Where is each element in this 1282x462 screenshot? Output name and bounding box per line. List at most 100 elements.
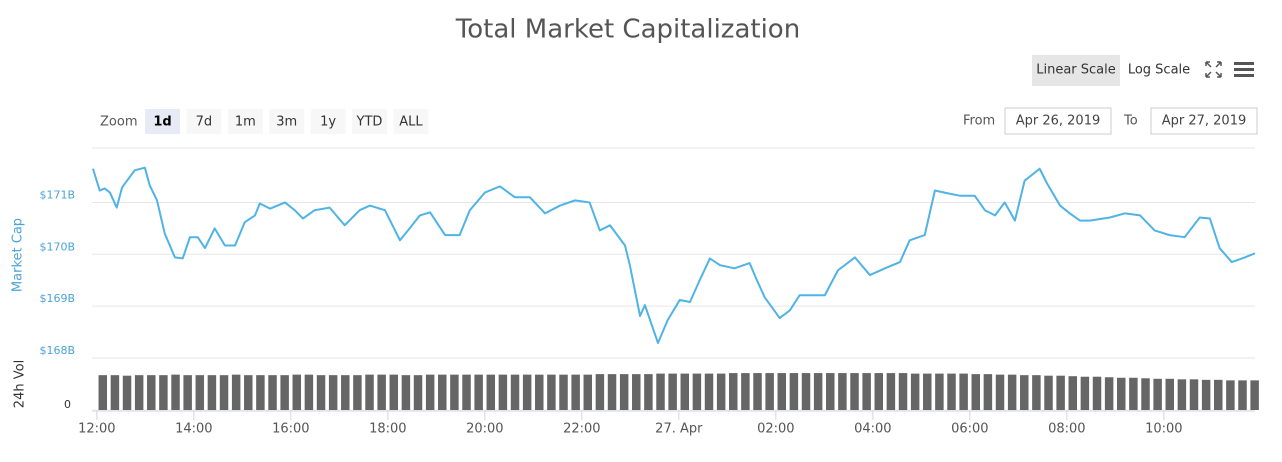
volume-bar [656,373,665,410]
volume-bar [316,375,326,410]
volume-bar [1214,379,1223,410]
volume-bar [401,375,411,410]
volume-bar [935,373,944,410]
volume-bar [983,374,993,410]
volume-bar [1141,378,1150,410]
volume-bar [1226,380,1235,410]
y-tick-label: $168B [39,344,75,357]
volume-bar [753,373,762,410]
volume-bar [1007,374,1017,410]
volume-bar [219,375,229,410]
volume-bar [607,374,617,410]
volume-bar [595,374,605,410]
zoom-button[interactable]: 7d [196,115,213,130]
volume-bar [1092,376,1102,410]
to-input[interactable] [1150,107,1258,135]
zoom-button-bg[interactable] [352,109,387,134]
zoom-button-bg[interactable] [227,109,263,134]
zoom-label: Zoom [100,115,137,130]
volume-bar [425,374,435,410]
zoom-button-bg[interactable] [393,109,429,134]
volume-bar [292,374,302,410]
volume-bar [510,374,520,410]
volume-bar [365,374,374,410]
y-axis-label: Market Cap [11,218,26,292]
x-tick-label: 22:00 [563,422,600,437]
from-label: From [963,114,995,129]
zoom-button[interactable]: 1m [235,115,256,130]
zoom-button[interactable]: ALL [399,115,423,130]
from-input[interactable] [1004,107,1112,135]
volume-bar [644,374,653,410]
zoom-button-bg[interactable] [269,109,305,134]
scale-button-bg[interactable] [1032,55,1120,86]
volume-axis-label: 24h Vol [13,360,28,408]
y-tick-label: $169B [39,292,75,305]
x-tick-label: 04:00 [854,422,891,437]
volume-bar [571,374,580,410]
volume-bar [183,375,192,410]
menu-icon[interactable] [1234,62,1254,77]
volume-bar [619,374,629,410]
zoom-button[interactable]: YTD [356,115,383,130]
from-date[interactable]: Apr 26, 2019 [1016,114,1101,129]
y-tick-label: $170B [39,240,75,253]
volume-bar [862,373,871,410]
volume-bar [850,373,859,410]
volume-bar [874,373,884,410]
volume-bar [413,375,423,410]
volume-bar [559,374,568,410]
zoom-button[interactable]: 1d [153,115,171,130]
volume-bar [680,373,690,410]
volume-bar [1165,378,1174,410]
volume-bar [692,373,702,410]
volume-bar [268,375,277,410]
volume-bar [729,373,738,410]
volume-bar [256,375,265,410]
volume-bar [328,375,338,410]
scale-button[interactable]: Linear Scale [1036,63,1116,78]
volume-bar [923,373,932,410]
volume-bar [522,374,532,410]
zoom-button[interactable]: 1y [320,115,336,130]
volume-bar [789,373,799,410]
zoom-button-bg[interactable] [186,109,222,134]
zoom-button-bg[interactable] [310,109,346,134]
volume-bar [668,373,677,410]
volume-bar [498,374,508,410]
price-line [92,166,1256,344]
volume-bar [159,375,168,410]
volume-bar [207,375,217,410]
volume-bar [1080,376,1090,410]
volume-bar [231,374,241,410]
volume-bar [535,374,544,410]
x-tick-label: 16:00 [272,422,309,437]
volume-bar [486,374,496,410]
volume-bar [716,373,726,410]
volume-bar [838,373,847,410]
to-date[interactable]: Apr 27, 2019 [1162,114,1247,129]
volume-bar [353,375,362,410]
x-tick-label: 27. Apr [655,422,703,437]
scale-button[interactable]: Log Scale [1128,63,1190,78]
zoom-button-bg[interactable] [145,109,180,134]
volume-bar [971,374,981,410]
volume-bar [110,375,120,410]
x-tick-label: 02:00 [757,422,794,437]
volume-bar [438,374,447,410]
chart-title: Total Market Capitalization [455,15,800,45]
volume-bar [801,373,811,410]
x-tick-label: 12:00 [78,422,115,437]
fullscreen-icon[interactable] [1205,61,1222,78]
volume-bar [280,375,289,410]
volume-bar [147,375,156,410]
x-tick-label: 20:00 [466,422,503,437]
volume-bar [947,373,956,410]
volume-bar [1189,379,1199,410]
zoom-button[interactable]: 3m [276,115,297,130]
volume-bar [377,374,386,410]
volume-bar [1056,375,1065,410]
volume-tick-label: 0 [64,398,71,411]
volume-bar [341,375,350,410]
